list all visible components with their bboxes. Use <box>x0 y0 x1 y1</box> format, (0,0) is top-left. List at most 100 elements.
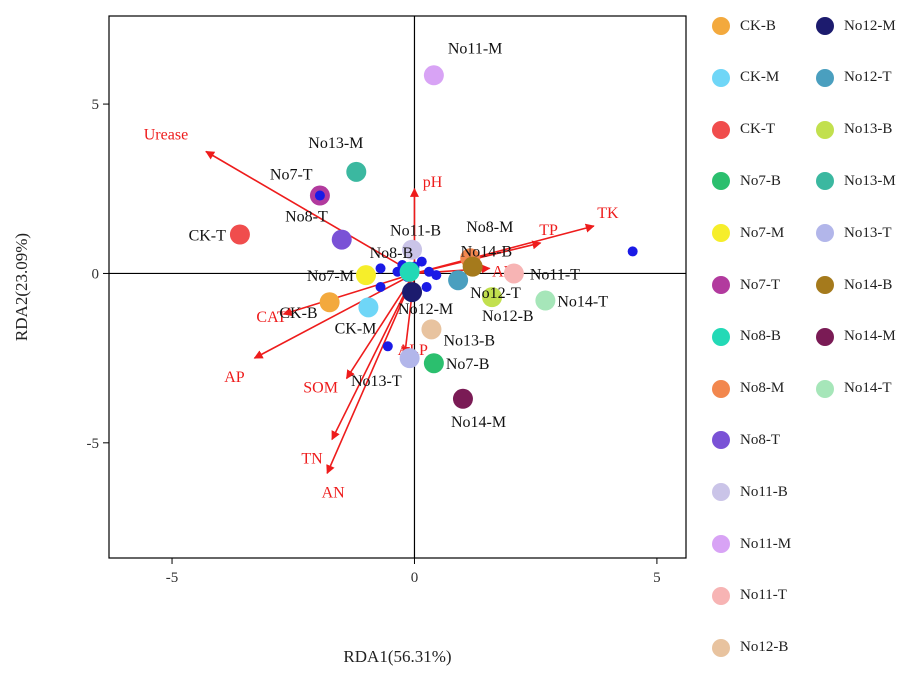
legend-item-no11-m: No11-M <box>712 530 791 558</box>
legend-item-no7-t: No7-T <box>712 271 780 299</box>
point-label-no14-b: No14-B <box>461 244 513 261</box>
legend-swatch <box>712 638 730 657</box>
x-tick-label: 0 <box>411 570 419 586</box>
arrow-an <box>326 273 416 475</box>
legend-swatch <box>712 483 730 502</box>
y-axis-label: RDA2(23.09%) <box>12 233 31 341</box>
point-ck-t <box>229 224 250 245</box>
legend-item-no12-b: No12-B <box>712 634 788 662</box>
legend-item-no12-m: No12-M <box>816 12 896 40</box>
point-ck-m <box>358 297 379 318</box>
legend-swatch <box>816 327 834 346</box>
point-no13-t <box>399 348 420 369</box>
point-no12-t <box>448 270 469 291</box>
legend-swatch <box>712 276 730 294</box>
legend-label: No13-T <box>844 224 892 241</box>
point-no14-m <box>452 388 473 409</box>
arrow-label-cat: CAT <box>256 309 286 326</box>
arrow-label-tn: TN <box>301 450 323 467</box>
legend-label: No13-M <box>844 172 896 189</box>
arrow-label-ap: AP <box>224 369 245 386</box>
legend-item-no11-b: No11-B <box>712 478 788 506</box>
legend-swatch <box>712 120 730 139</box>
legend-label: No13-B <box>844 121 893 138</box>
legend-label: No8-B <box>740 328 781 345</box>
y-tick-label: 5 <box>92 97 100 113</box>
point-label-no11-m: No11-M <box>448 40 503 57</box>
env-point <box>416 256 427 267</box>
legend-swatch <box>816 17 834 35</box>
legend-item-no13-t: No13-T <box>816 219 892 247</box>
legend-label: No14-M <box>844 328 896 345</box>
legend-swatch <box>712 431 730 450</box>
y-tick-label: -5 <box>87 436 100 452</box>
point-ck-b <box>319 292 340 313</box>
x-tick-label: 5 <box>653 570 661 586</box>
arrow-label-urease: Urease <box>144 127 188 144</box>
legend-label: No8-M <box>740 380 785 397</box>
arrow-tk <box>414 223 595 275</box>
arrow-ap <box>253 272 415 359</box>
legend-swatch <box>712 586 730 605</box>
point-no11-t <box>503 263 524 284</box>
x-tick-label: -5 <box>166 570 179 586</box>
point-no7-b <box>423 353 444 374</box>
point-label-no7-b: No7-B <box>446 356 490 373</box>
point-label-no12-t: No12-T <box>470 285 521 302</box>
arrow-tn <box>331 273 416 441</box>
legend-label: No11-M <box>740 535 792 552</box>
legend-item-no12-t: No12-T <box>816 64 892 92</box>
legend-swatch <box>712 327 730 346</box>
legend-swatch <box>712 172 730 191</box>
point-no12-b <box>421 319 442 340</box>
env-point <box>421 282 432 292</box>
point-label-no13-m: No13-M <box>308 135 363 152</box>
legend-item-no14-t: No14-T <box>816 375 892 403</box>
legend-item-ck-m: CK-M <box>712 64 779 92</box>
legend-label: No11-T <box>740 587 787 604</box>
legend-item-no7-b: No7-B <box>712 167 781 195</box>
legend-swatch <box>712 17 730 35</box>
point-no11-b <box>402 239 423 260</box>
legend: CK-B CK-M CK-T No7-B No7-M No7-T No8-B No8-M No8… <box>712 12 922 667</box>
point-no8-t <box>331 229 352 250</box>
env-point <box>375 263 386 274</box>
legend-item-no8-m: No8-M <box>712 375 784 403</box>
legend-swatch <box>712 224 730 243</box>
arrow-urease <box>205 150 415 275</box>
point-label-ck-b: CK-B <box>279 305 317 322</box>
legend-label: No7-B <box>740 172 781 189</box>
legend-swatch <box>816 120 834 139</box>
arrow-label-som: SOM <box>303 379 338 396</box>
env-point <box>431 270 442 281</box>
env-point <box>314 190 325 201</box>
point-label-ck-t: CK-T <box>189 227 227 244</box>
legend-item-no8-b: No8-B <box>712 323 781 351</box>
env-point <box>627 246 638 257</box>
point-label-no14-t: No14-T <box>557 294 608 311</box>
legend-swatch <box>712 535 730 553</box>
point-label-no8-t: No8-T <box>285 209 328 226</box>
point-no13-m <box>346 161 367 182</box>
point-label-ck-m: CK-M <box>335 320 377 337</box>
legend-item-no14-m: No14-M <box>816 323 896 351</box>
legend-swatch <box>816 172 834 191</box>
point-no11-m <box>423 65 444 86</box>
arrow-cat <box>282 272 415 316</box>
point-label-no8-b: No8-B <box>370 245 414 262</box>
env-point <box>382 341 393 352</box>
legend-swatch <box>816 68 834 87</box>
point-no14-t <box>535 290 556 311</box>
y-tick-label: 0 <box>92 266 100 282</box>
point-label-no12-b: No13-B <box>443 332 495 349</box>
legend-item-ck-t: CK-T <box>712 116 775 144</box>
legend-item-no7-m: No7-M <box>712 219 784 247</box>
point-label-no13-b: No12-B <box>482 308 534 325</box>
legend-label: No7-T <box>740 276 780 293</box>
point-label-no8-m: No8-M <box>466 219 513 236</box>
arrow-label-an: AN <box>322 484 346 501</box>
arrow-label-tp: TP <box>539 222 558 239</box>
point-label-no13-t: No13-T <box>351 373 402 390</box>
point-no13-b <box>482 287 503 308</box>
